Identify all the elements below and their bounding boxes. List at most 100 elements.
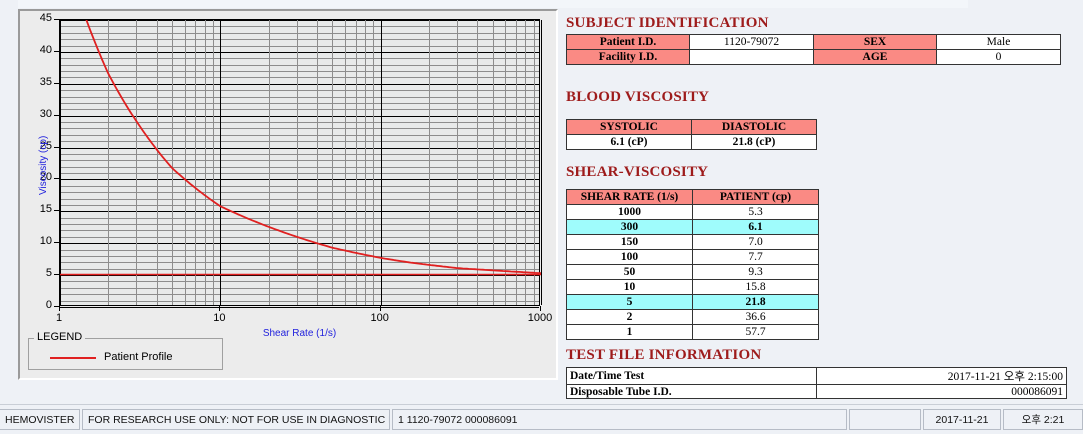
subject-field-label: Patient I.D.: [566, 34, 690, 50]
table-row: 1 57.7: [566, 324, 819, 340]
y-axis-tick-label: 30: [39, 107, 52, 120]
x-axis-label: Shear Rate (1/s): [262, 328, 337, 339]
shear-rate-cell: 1000: [566, 204, 693, 220]
blood-viscosity-header: SYSTOLIC: [566, 119, 692, 135]
test-file-value: 2017-11-21 오후 2:15:00: [816, 367, 1067, 385]
legend-title: LEGEND: [34, 331, 86, 343]
x-axis-tick-mark: [219, 306, 220, 311]
y-axis-tick-mark: [54, 83, 59, 84]
y-axis-tick-mark: [54, 115, 59, 116]
blood-viscosity-value: 21.8 (cP): [691, 134, 817, 150]
y-axis-tick-label: 0: [45, 299, 52, 311]
shear-rate-cell: 1: [566, 324, 693, 340]
viscosity-curve: [60, 20, 541, 276]
shear-rate-cell: 150: [566, 234, 693, 250]
y-axis-tick-label: 25: [39, 139, 52, 152]
table-row: 6.1 (cP) 21.8 (cP): [566, 134, 817, 150]
shear-rate-cell: 300: [566, 219, 693, 235]
subject-table-body: Patient I.D. 1120-79072 SEX Male Facility I.…: [566, 34, 1061, 65]
table-row: 10 15.8: [566, 279, 819, 295]
test-file-information-title: TEST FILE INFORMATION: [566, 347, 762, 363]
table-row: 150 7.0: [566, 234, 819, 250]
shear-viscosity-header: SHEAR RATE (1/s): [566, 189, 693, 205]
x-axis-tick-mark: [540, 306, 541, 311]
legend-entry-label: Patient Profile: [104, 351, 173, 363]
patient-viscosity-cell: 9.3: [692, 264, 819, 280]
status-research-notice: FOR RESEARCH USE ONLY: NOT FOR USE IN DI…: [82, 409, 390, 430]
table-row: 100 7.7: [566, 249, 819, 265]
patient-viscosity-cell: 57.7: [692, 324, 819, 340]
shear-rate-cell: 50: [566, 264, 693, 280]
test-file-body: Date/Time Test 2017-11-21 오후 2:15:00 Dispo…: [566, 367, 1067, 399]
patient-viscosity-cell: 7.7: [692, 249, 819, 265]
shear-viscosity-title: SHEAR-VISCOSITY: [566, 164, 709, 180]
x-axis-tick-label: 1: [55, 312, 63, 324]
patient-viscosity-cell: 21.8: [692, 294, 819, 310]
subject-field-value: [689, 49, 814, 65]
y-axis-tick-label: 15: [39, 203, 52, 216]
shear-viscosity-table: SHEAR RATE (1/s) PATIENT (cp) 1000 5.3 300 6.…: [566, 189, 819, 340]
subject-identification-table: Patient I.D. 1120-79072 SEX Male Facility I.…: [566, 34, 1061, 65]
report-column: SUBJECT IDENTIFICATION Patient I.D. 1120-…: [566, 9, 1071, 399]
patient-viscosity-cell: 6.1: [692, 219, 819, 235]
status-time: 오후 2:21: [1003, 409, 1083, 430]
table-row: 2 36.6: [566, 309, 819, 325]
test-file-information-table: Date/Time Test 2017-11-21 오후 2:15:00 Dispo…: [566, 367, 1067, 399]
subject-field-value: 1120-79072: [689, 34, 814, 50]
table-row: 300 6.1: [566, 219, 819, 235]
window-top-strip: [0, 0, 1083, 9]
shear-viscosity-body: SHEAR RATE (1/s) PATIENT (cp) 1000 5.3 300 6.…: [566, 189, 819, 340]
legend-box: [28, 338, 223, 370]
y-axis-tick-label: 20: [39, 171, 52, 184]
y-axis-tick-mark: [54, 306, 59, 307]
y-axis-tick-label: 35: [39, 75, 52, 88]
test-file-label: Disposable Tube I.D.: [566, 384, 817, 399]
table-row: Patient I.D. 1120-79072 SEX Male: [566, 34, 1061, 50]
subject-identification-title: SUBJECT IDENTIFICATION: [566, 15, 769, 31]
status-date: 2017-11-21: [923, 409, 1001, 430]
patient-profile-line: [85, 20, 541, 275]
status-blank-cell: [849, 409, 921, 430]
shear-rate-cell: 5: [566, 294, 693, 310]
y-axis-tick-label: 45: [39, 12, 52, 24]
document-page-edge: [18, 0, 968, 8]
test-file-label: Date/Time Test: [566, 367, 817, 385]
status-bar: HEMOVISTER FOR RESEARCH USE ONLY: NOT FO…: [0, 404, 1083, 434]
subject-field-label: AGE: [813, 49, 937, 65]
patient-viscosity-cell: 36.6: [692, 309, 819, 325]
table-row: Disposable Tube I.D. 000086091: [566, 384, 1067, 399]
status-app-name: HEMOVISTER: [0, 409, 80, 430]
patient-viscosity-cell: 7.0: [692, 234, 819, 250]
plot-area: [59, 19, 542, 308]
blood-viscosity-body: SYSTOLIC DIASTOLIC 6.1 (cP) 21.8 (cP): [566, 119, 817, 150]
y-axis-tick-mark: [54, 147, 59, 148]
plot-gridlines: [60, 20, 542, 308]
shear-rate-cell: 100: [566, 249, 693, 265]
x-axis-tick-label: 100: [370, 312, 389, 324]
table-header-row: SHEAR RATE (1/s) PATIENT (cp): [566, 189, 819, 205]
y-axis-tick-label: 5: [45, 267, 52, 280]
blood-viscosity-title: BLOOD VISCOSITY: [566, 89, 710, 105]
y-axis-tick-mark: [54, 242, 59, 243]
x-axis-tick-label: 10: [213, 312, 226, 324]
x-axis-tick-label: 1000: [527, 312, 553, 324]
chart-inner-surface: 0 5 10 15 20 25 30 35 40 45 1 10 100 1000 Viscosity …: [20, 11, 556, 378]
blood-viscosity-value: 6.1 (cP): [566, 134, 692, 150]
x-axis-tick-mark: [380, 306, 381, 311]
patient-viscosity-cell: 15.8: [692, 279, 819, 295]
y-axis-tick-mark: [54, 19, 59, 20]
table-row: 50 9.3: [566, 264, 819, 280]
table-header-row: SYSTOLIC DIASTOLIC: [566, 119, 817, 135]
shear-viscosity-header: PATIENT (cp): [692, 189, 819, 205]
table-row: Date/Time Test 2017-11-21 오후 2:15:00: [566, 367, 1067, 385]
subject-field-label: SEX: [813, 34, 937, 50]
table-row: 5 21.8: [566, 294, 819, 310]
legend-line-swatch: [50, 357, 96, 359]
shear-rate-cell: 10: [566, 279, 693, 295]
subject-field-label: Facility I.D.: [566, 49, 690, 65]
y-axis-tick-mark: [54, 274, 59, 275]
chart-panel: 0 5 10 15 20 25 30 35 40 45 1 10 100 1000 Viscosity …: [18, 9, 558, 380]
table-row: Facility I.D. AGE 0: [566, 49, 1061, 65]
y-axis-tick-mark: [54, 210, 59, 211]
test-file-value: 000086091: [816, 384, 1067, 399]
